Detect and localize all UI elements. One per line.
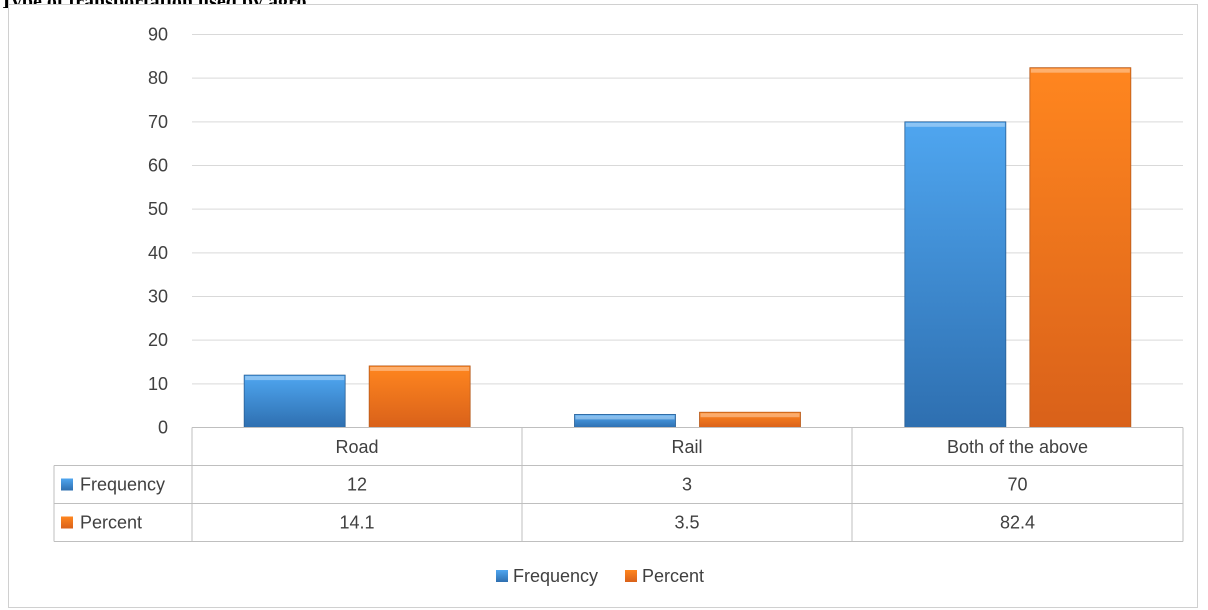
y-tick-label: 0 — [158, 418, 168, 438]
series-name: Frequency — [80, 475, 165, 495]
legend-key-frequency — [61, 478, 73, 491]
category-label: Both of the above — [947, 437, 1088, 457]
gridlines — [192, 34, 1183, 428]
table-value: 70 — [1007, 475, 1027, 495]
y-tick-label: 40 — [148, 243, 168, 263]
bars — [243, 67, 1132, 428]
legend-label: Percent — [642, 566, 704, 586]
category-label: Rail — [671, 437, 702, 457]
y-tick-label: 90 — [148, 25, 168, 45]
legend-key-percent — [61, 516, 73, 529]
category-label: Road — [335, 437, 378, 457]
y-tick-label: 60 — [148, 156, 168, 176]
series-name: Percent — [80, 513, 142, 533]
legend-label: Frequency — [513, 566, 598, 586]
y-tick-label: 10 — [148, 374, 168, 394]
y-tick-label: 20 — [148, 330, 168, 350]
legend: Frequency Percent — [496, 566, 704, 586]
legend-swatch-frequency — [496, 570, 508, 582]
bar-bevel — [370, 366, 470, 371]
bar-bevel — [1030, 68, 1130, 73]
table-value: 14.1 — [339, 513, 374, 533]
legend-swatch-percent — [625, 570, 637, 582]
y-axis: 0 10 20 30 40 50 60 70 80 90 — [148, 25, 168, 438]
bar-bevel — [245, 376, 345, 381]
data-table: Road Rail Both of the above Frequency 12 3 70 P… — [53, 427, 1184, 542]
y-tick-label: 50 — [148, 199, 168, 219]
y-tick-label: 80 — [148, 68, 168, 88]
bar-bevel — [575, 415, 675, 420]
y-tick-label: 70 — [148, 112, 168, 132]
table-value: 3.5 — [674, 513, 699, 533]
table-value: 12 — [347, 475, 367, 495]
y-tick-label: 30 — [148, 287, 168, 307]
bar-bevel — [905, 122, 1005, 127]
bar-percent-both-of-the-above — [1029, 67, 1132, 428]
bar-frequency-road — [243, 374, 346, 428]
table-value: 82.4 — [1000, 513, 1035, 533]
bar-percent-road — [368, 365, 471, 428]
bar-frequency-both-of-the-above — [904, 121, 1007, 428]
bar-bevel — [700, 413, 800, 418]
table-value: 3 — [682, 475, 692, 495]
